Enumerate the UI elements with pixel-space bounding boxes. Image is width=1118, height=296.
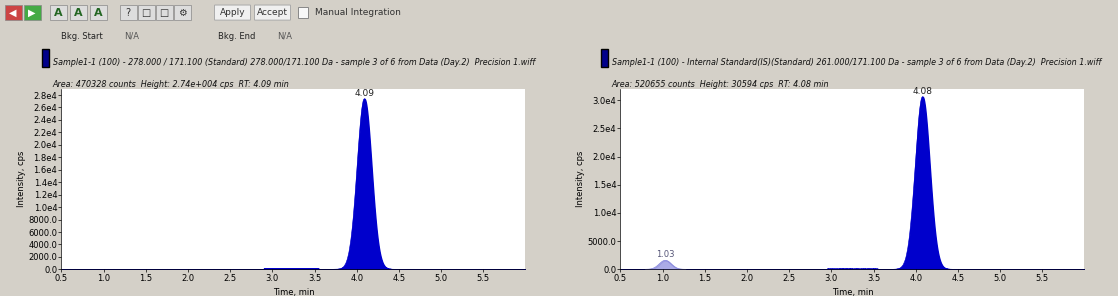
Y-axis label: Intensity, cps: Intensity, cps [17, 151, 26, 207]
Text: ⚙: ⚙ [178, 8, 187, 17]
Text: Sample1-1 (100) - Internal Standard(IS)(Standard) 261.000/171.100 Da - sample 3 : Sample1-1 (100) - Internal Standard(IS)(… [612, 58, 1101, 67]
FancyBboxPatch shape [69, 5, 86, 20]
Text: Accept: Accept [257, 8, 288, 17]
Text: N/A: N/A [124, 32, 139, 41]
FancyBboxPatch shape [155, 5, 172, 20]
Text: □: □ [141, 8, 151, 17]
Text: 1.03: 1.03 [656, 250, 674, 258]
FancyBboxPatch shape [120, 5, 136, 20]
Text: Area: 520655 counts  Height: 30594 cps  RT: 4.08 min: Area: 520655 counts Height: 30594 cps RT… [612, 80, 830, 89]
FancyBboxPatch shape [255, 5, 291, 20]
FancyBboxPatch shape [4, 5, 21, 20]
Text: A: A [74, 8, 83, 17]
FancyBboxPatch shape [89, 5, 106, 20]
Text: □: □ [160, 8, 169, 17]
Text: Bkg. End: Bkg. End [218, 32, 255, 41]
Text: Apply: Apply [220, 8, 245, 17]
FancyBboxPatch shape [23, 5, 40, 20]
Text: Bkg. Start: Bkg. Start [61, 32, 103, 41]
Text: Area: 470328 counts  Height: 2.74e+004 cps  RT: 4.09 min: Area: 470328 counts Height: 2.74e+004 cp… [53, 80, 290, 89]
FancyBboxPatch shape [297, 7, 309, 18]
Text: ?: ? [125, 8, 131, 17]
Text: 4.09: 4.09 [354, 89, 375, 98]
Text: N/A: N/A [277, 32, 292, 41]
Text: ▶: ▶ [28, 8, 36, 17]
Text: Sample1-1 (100) - 278.000 / 171.100 (Standard) 278.000/171.100 Da - sample 3 of : Sample1-1 (100) - 278.000 / 171.100 (Sta… [53, 58, 534, 67]
Text: A: A [54, 8, 63, 17]
Text: Manual Integration: Manual Integration [315, 8, 401, 17]
Text: ◀: ◀ [9, 8, 17, 17]
FancyBboxPatch shape [138, 5, 154, 20]
Text: 4.08: 4.08 [912, 87, 932, 96]
FancyBboxPatch shape [49, 5, 66, 20]
Text: A: A [94, 8, 103, 17]
X-axis label: Time, min: Time, min [273, 288, 314, 296]
X-axis label: Time, min: Time, min [832, 288, 873, 296]
FancyBboxPatch shape [215, 5, 250, 20]
FancyBboxPatch shape [173, 5, 190, 20]
Y-axis label: Intensity, cps: Intensity, cps [576, 151, 585, 207]
